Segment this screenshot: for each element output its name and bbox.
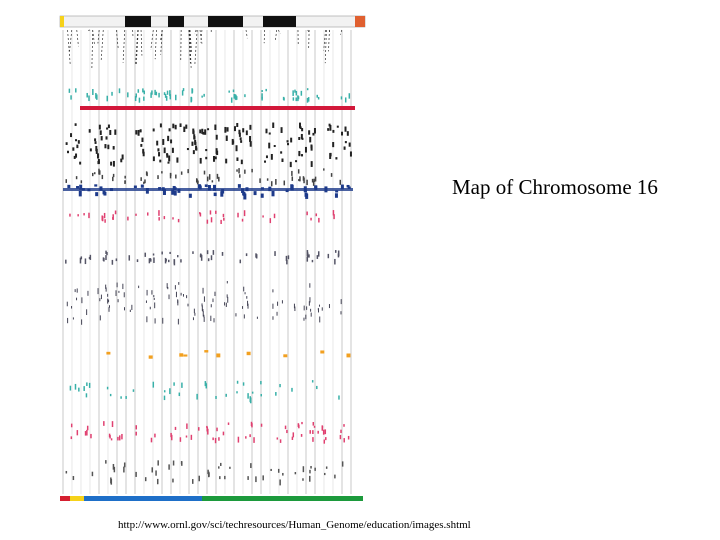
- map-bottom-bar: [60, 496, 363, 501]
- slide-title: Map of Chromosome 16: [452, 175, 658, 199]
- map-marks: [63, 29, 355, 486]
- source-url-caption[interactable]: http://www.ornl.gov/sci/techresources/Hu…: [118, 519, 471, 531]
- chromosome-ideogram: [59, 15, 366, 28]
- chromosome-map-image: [59, 15, 366, 501]
- chromosome-map-figure: [55, 10, 370, 510]
